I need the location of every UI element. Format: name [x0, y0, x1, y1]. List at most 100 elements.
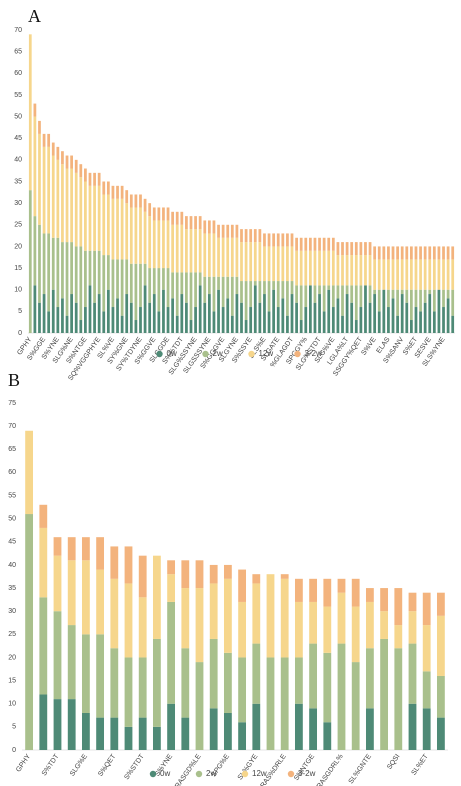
bar-segment	[364, 285, 367, 333]
bar-segment	[451, 246, 455, 260]
bar-segment	[212, 233, 216, 277]
bar-segment	[313, 250, 317, 286]
bar-segment	[280, 657, 289, 750]
x-tick-label: SLG%E	[69, 753, 89, 778]
legend-label: 12w	[252, 769, 267, 778]
bar-segment	[125, 203, 129, 260]
bar-segment	[61, 164, 64, 243]
bar-segment	[373, 289, 377, 295]
bar-segment	[212, 311, 216, 333]
bar-segment	[116, 198, 119, 260]
y-tick-label: 15	[8, 677, 16, 684]
bar-segment	[102, 255, 106, 312]
bar-segment	[354, 242, 358, 256]
bar-segment	[28, 34, 32, 191]
bar-segment	[244, 320, 248, 333]
bar-segment	[152, 220, 156, 269]
bar-segment	[414, 307, 418, 333]
bar-segment	[124, 726, 133, 750]
bar-segment	[207, 276, 211, 295]
bar-segment	[106, 255, 110, 290]
bar-segment	[432, 289, 436, 312]
bar-segment	[74, 246, 78, 303]
bar-segment	[308, 285, 312, 333]
bar-segment	[180, 272, 184, 295]
bar-segment	[221, 224, 225, 238]
bar-segment	[322, 285, 326, 312]
bar-segment	[194, 272, 197, 308]
bar-segment	[299, 285, 303, 321]
bar-segment	[327, 289, 331, 333]
bar-segment	[134, 207, 138, 264]
bar-segment	[138, 717, 147, 750]
bar-segment	[120, 198, 124, 260]
bar-segment	[175, 272, 179, 316]
bar-segment	[185, 216, 188, 230]
bar-segment	[408, 592, 417, 612]
bar-segment	[217, 224, 220, 238]
bar-segment	[180, 224, 184, 273]
bar-segment	[354, 255, 358, 286]
bar-segment	[341, 315, 344, 333]
y-tick-label: 60	[8, 469, 16, 476]
bar-segment	[25, 430, 34, 515]
bar-segment	[286, 246, 289, 282]
bar-segment	[223, 564, 232, 579]
bar-segment	[408, 703, 417, 750]
bar-segment	[350, 242, 354, 256]
bar-segment	[331, 307, 335, 333]
bar-segment	[373, 259, 377, 290]
y-tick-label: 10	[8, 701, 16, 708]
bar-segment	[446, 289, 450, 299]
y-tick-label: 5	[18, 308, 22, 315]
bar-segment	[56, 307, 60, 333]
bar-segment	[125, 259, 129, 295]
bar-segment	[67, 537, 76, 561]
bar-segment	[230, 276, 234, 316]
bar-segment	[318, 250, 321, 286]
bar-segment	[323, 578, 332, 607]
bar-segment	[198, 272, 202, 286]
bar-segment	[88, 185, 92, 251]
bar-segment	[110, 578, 119, 649]
bar-segment	[391, 246, 395, 260]
bar-segment	[294, 657, 303, 704]
y-tick-label: 60	[14, 70, 22, 77]
bar-segment	[446, 298, 450, 333]
bar-segment	[175, 211, 179, 225]
bar-segment	[391, 259, 395, 290]
bar-segment	[235, 224, 239, 238]
bar-segment	[253, 229, 257, 243]
bar-segment	[327, 237, 331, 251]
legend-swatch	[156, 350, 163, 358]
x-tick-label: SRASGDRL%	[313, 753, 344, 786]
bar-segment	[394, 625, 403, 649]
bar-segment	[240, 281, 243, 303]
bar-segment	[387, 289, 390, 308]
bar-segment	[323, 722, 332, 750]
bar-segment	[96, 569, 105, 635]
bar-segment	[387, 259, 390, 290]
bar-segment	[322, 237, 326, 251]
bar-segment	[28, 190, 32, 333]
bar-segment	[56, 237, 60, 308]
bar-segment	[354, 285, 358, 321]
bar-segment	[230, 315, 234, 333]
bar-segment	[79, 246, 83, 321]
bar-segment	[209, 564, 218, 584]
bar-segment	[400, 246, 404, 260]
bar-segment	[299, 250, 303, 286]
y-tick-label: 25	[8, 631, 16, 638]
bar-segment	[61, 242, 64, 299]
bar-segment	[143, 263, 147, 286]
bar-segment	[249, 242, 253, 282]
bar-segment	[167, 574, 176, 602]
bar-segment	[84, 181, 87, 251]
bar-segment	[181, 717, 190, 750]
bar-segment	[238, 601, 247, 658]
bar-segment	[138, 657, 147, 718]
bar-segment	[249, 307, 253, 333]
bar-segment	[207, 233, 211, 277]
bar-segment	[207, 294, 211, 333]
y-tick-label: 0	[12, 747, 16, 754]
